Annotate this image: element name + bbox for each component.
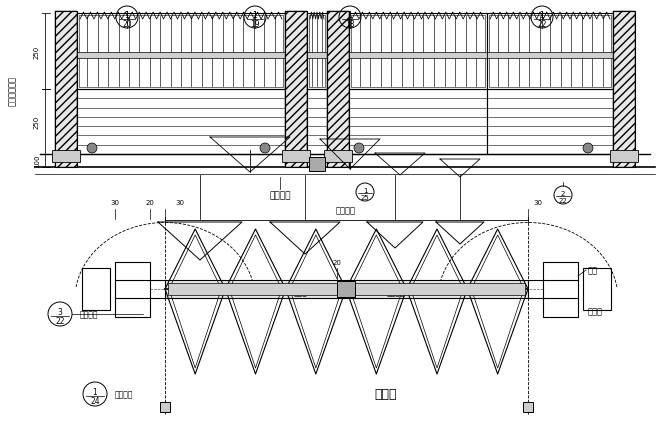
Text: 20: 20: [333, 259, 341, 265]
Circle shape: [87, 144, 97, 154]
Bar: [55, 12, 77, 167]
Text: 1: 1: [347, 11, 352, 20]
Bar: [79, 16, 283, 88]
Text: 平面图: 平面图: [375, 388, 397, 400]
Bar: [285, 12, 307, 167]
Bar: [307, 53, 327, 59]
Text: 电门槛: 电门槛: [294, 288, 308, 297]
Bar: [307, 90, 327, 155]
Bar: [487, 90, 613, 155]
Bar: [613, 12, 635, 167]
Bar: [487, 53, 613, 59]
Text: 22: 22: [537, 20, 547, 29]
Text: 1: 1: [253, 11, 257, 20]
Bar: [77, 90, 285, 155]
Circle shape: [260, 144, 270, 154]
Text: 内立面图: 内立面图: [269, 191, 291, 200]
Text: 1: 1: [93, 387, 97, 396]
Text: 30: 30: [175, 199, 185, 205]
Text: 开门机: 开门机: [588, 307, 603, 316]
Bar: [309, 158, 325, 172]
Bar: [115, 262, 150, 317]
Text: 19: 19: [250, 20, 260, 29]
Text: 24: 24: [90, 396, 100, 405]
Text: 门洞宽度: 门洞宽度: [336, 205, 356, 215]
Bar: [349, 90, 487, 155]
Bar: [165, 280, 528, 298]
Text: 20: 20: [122, 20, 132, 29]
Bar: [327, 12, 349, 167]
Text: 18: 18: [345, 20, 355, 29]
Bar: [543, 262, 578, 317]
Bar: [52, 151, 80, 163]
Bar: [349, 14, 487, 90]
Text: 2: 2: [561, 191, 565, 197]
Text: 双孔插座: 双孔插座: [387, 288, 405, 297]
Bar: [77, 14, 285, 90]
Text: 单孔插座: 单孔插座: [115, 390, 134, 399]
Bar: [351, 16, 485, 88]
Text: 单孔插座: 单孔插座: [80, 310, 99, 319]
Text: 1: 1: [540, 11, 544, 20]
Text: 250: 250: [34, 45, 40, 58]
Text: 250: 250: [34, 115, 40, 129]
Bar: [168, 283, 525, 295]
Text: 22: 22: [55, 317, 65, 325]
Text: 3: 3: [58, 308, 62, 317]
Bar: [77, 53, 285, 59]
Text: 30: 30: [534, 199, 542, 205]
Text: 30: 30: [110, 199, 120, 205]
Text: 1: 1: [124, 11, 130, 20]
Bar: [523, 402, 533, 412]
Bar: [160, 402, 170, 412]
Circle shape: [354, 144, 364, 154]
Bar: [487, 14, 613, 90]
Bar: [337, 281, 355, 297]
Text: 门扇标准高度: 门扇标准高度: [7, 76, 17, 106]
Text: 22: 22: [558, 198, 567, 204]
Bar: [307, 14, 327, 90]
Bar: [55, 12, 77, 167]
Bar: [349, 53, 487, 59]
Bar: [489, 16, 611, 88]
Bar: [613, 12, 635, 167]
Bar: [583, 268, 611, 310]
Text: 25: 25: [361, 195, 370, 201]
Bar: [309, 16, 325, 88]
Bar: [324, 151, 352, 163]
Bar: [610, 151, 638, 163]
Bar: [285, 12, 307, 167]
Text: 门柱: 门柱: [588, 266, 598, 275]
Bar: [282, 151, 310, 163]
Circle shape: [583, 144, 593, 154]
Bar: [327, 12, 349, 167]
Text: 20: 20: [146, 199, 155, 205]
Text: 100: 100: [34, 154, 40, 168]
Bar: [82, 268, 110, 310]
Text: 1: 1: [363, 188, 368, 194]
